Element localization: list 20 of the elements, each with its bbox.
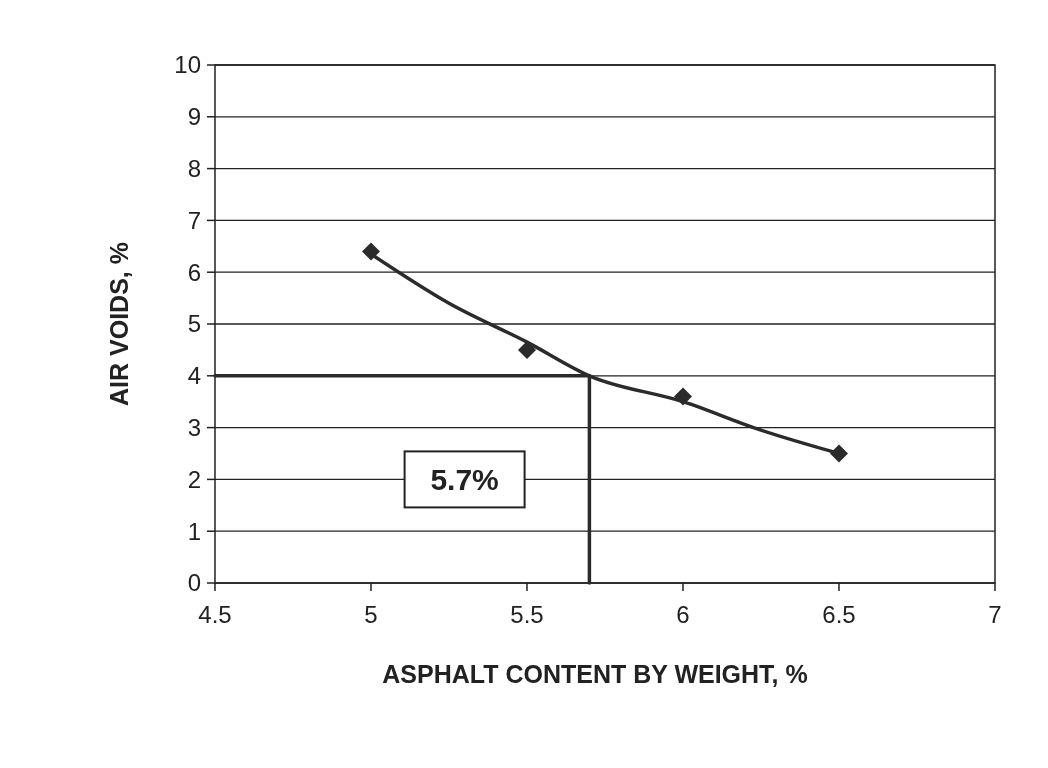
y-tick-label: 10 bbox=[174, 51, 201, 79]
y-tick-label: 1 bbox=[187, 517, 201, 545]
y-tick-label: 7 bbox=[187, 206, 201, 234]
x-tick-label: 7 bbox=[988, 601, 1002, 628]
x-tick-label: 6 bbox=[676, 601, 690, 628]
annotation: 5.7% bbox=[430, 462, 499, 496]
x-tick-label: 4.5 bbox=[198, 601, 232, 628]
y-tick-label: 0 bbox=[187, 569, 201, 597]
y-tick-label: 2 bbox=[187, 465, 201, 493]
y-tick-label: 4 bbox=[187, 362, 201, 390]
x-tick-label: 6.5 bbox=[822, 601, 856, 628]
y-tick-label: 8 bbox=[187, 155, 201, 182]
x-tick-label: 5.5 bbox=[510, 601, 544, 628]
y-tick-label: 9 bbox=[187, 103, 201, 131]
x-tick-label: 5 bbox=[364, 601, 378, 628]
y-axis-title: AIR VOIDS, % bbox=[105, 242, 133, 406]
y-tick-label: 5 bbox=[187, 310, 201, 338]
x-axis-title: ASPHALT CONTENT BY WEIGHT, % bbox=[382, 660, 808, 688]
y-tick-label: 3 bbox=[187, 414, 201, 441]
y-tick-label: 6 bbox=[187, 258, 201, 286]
